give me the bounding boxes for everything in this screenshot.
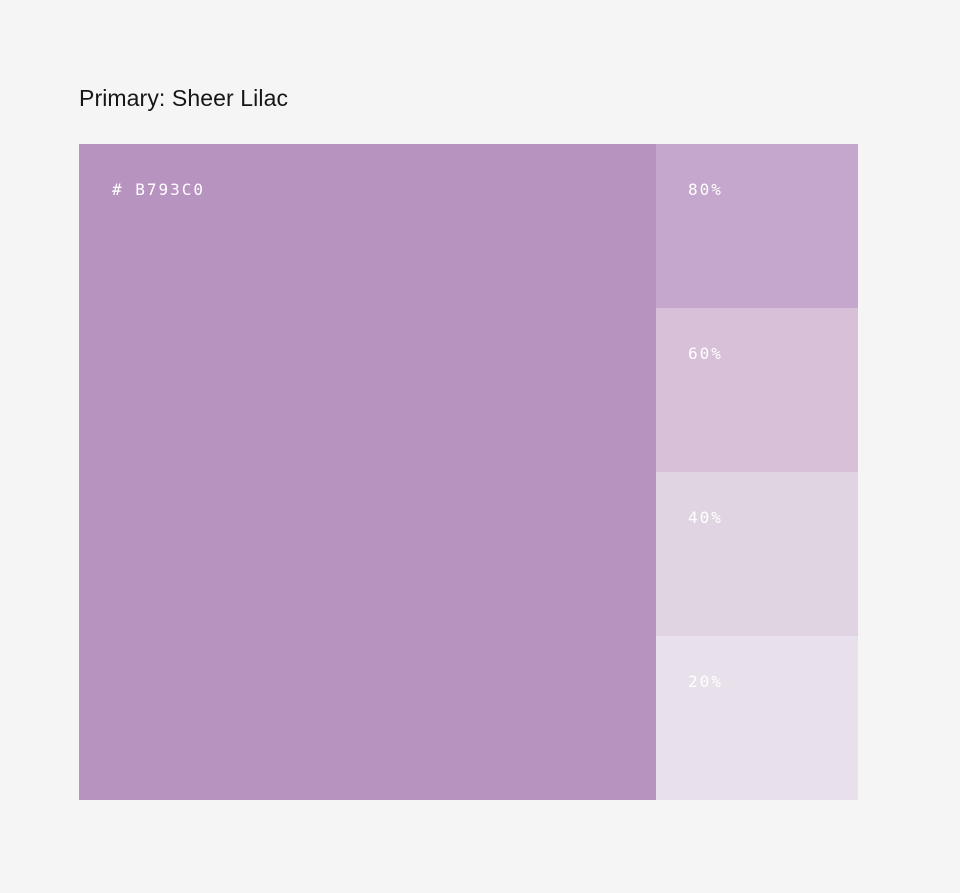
- primary-color-swatch: # B793C0: [79, 144, 656, 800]
- tint-swatch-60: 60%: [656, 308, 858, 472]
- tint-column: 80% 60% 40% 20%: [656, 144, 858, 800]
- color-palette: # B793C0 80% 60% 40% 20%: [79, 144, 858, 800]
- tint-label: 20%: [688, 672, 723, 691]
- tint-label: 80%: [688, 180, 723, 199]
- page-title: Primary: Sheer Lilac: [79, 85, 289, 111]
- tint-label: 40%: [688, 508, 723, 527]
- primary-hex-label: # B793C0: [112, 180, 206, 199]
- tint-swatch-80: 80%: [656, 144, 858, 308]
- tint-label: 60%: [688, 344, 723, 363]
- tint-swatch-40: 40%: [656, 472, 858, 636]
- tint-swatch-20: 20%: [656, 636, 858, 800]
